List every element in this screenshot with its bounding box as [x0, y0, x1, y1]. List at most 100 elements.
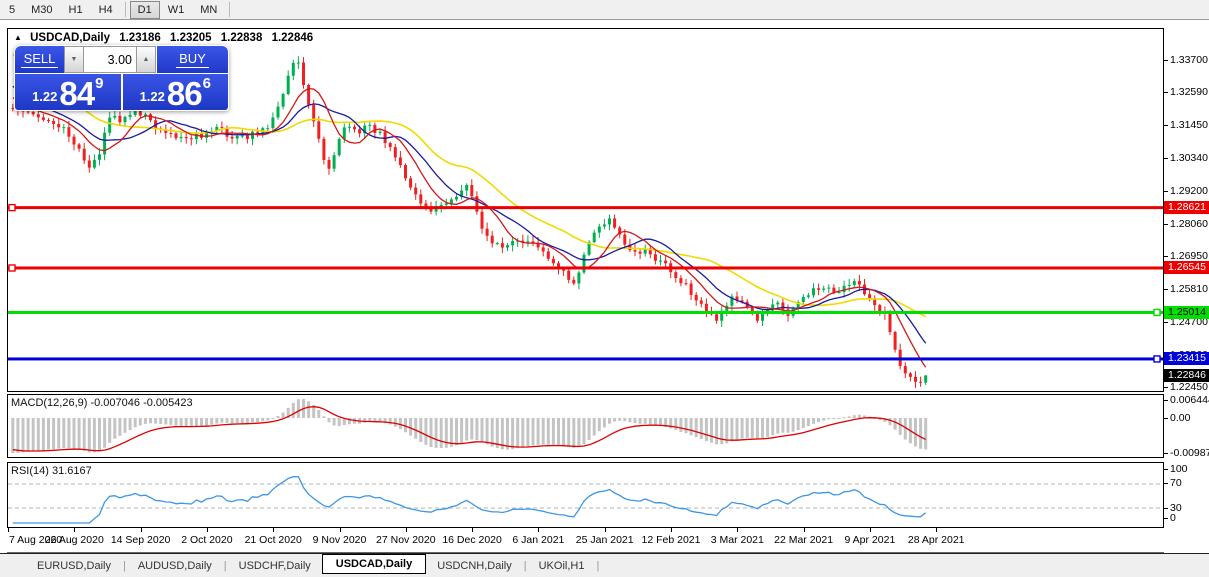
chart-tab-usdcnh-daily[interactable]: USDCNH,Daily: [437, 559, 512, 572]
rsi-axis-label: 30: [1170, 502, 1182, 514]
bar-low-value: 1.22838: [220, 32, 263, 44]
price-axis-tick: [1164, 157, 1168, 159]
date-axis-label: 27 Nov 2020: [376, 534, 436, 546]
date-axis-tick: [74, 528, 76, 532]
toolbar-separator: [124, 2, 126, 17]
sell-price-prefix: 1.22: [32, 89, 58, 104]
price-level-badge: 1.23415: [1164, 352, 1209, 366]
price-axis-label: 1.26950: [1170, 250, 1208, 263]
date-axis-label: 25 Jan 2021: [575, 534, 634, 546]
date-axis-tick: [737, 528, 739, 532]
volume-increase-button[interactable]: ▲: [136, 46, 156, 73]
price-axis-label: 1.32590: [1170, 86, 1208, 99]
price-chart-panel: ▲ USDCAD,Daily 1.23186 1.23205 1.22838 1…: [7, 28, 1164, 392]
date-axis-label: 16 Dec 2020: [442, 534, 502, 546]
macd-indicator-panel: MACD(12,26,9) -0.007046 -0.005423: [7, 394, 1164, 458]
date-axis-label: 14 Sep 2020: [110, 534, 171, 546]
chart-tab-ukoil-h1[interactable]: UKOil,H1: [538, 559, 585, 572]
price-axis[interactable]: 1.33700 1.32590 1.31450 1.30340 1.29200 1.280…: [1164, 28, 1209, 528]
date-axis-tick: [273, 528, 275, 532]
ma-fast-red: [12, 87, 927, 368]
buy-price-pipette: 6: [202, 75, 211, 92]
chart-tab-usdchf-daily[interactable]: USDCHF,Daily: [238, 559, 311, 572]
timeframe-button-h1[interactable]: H1: [68, 3, 83, 16]
timeframe-button-5[interactable]: 5: [9, 3, 16, 16]
horizontal-level-line[interactable]: [8, 206, 1163, 210]
date-axis-tick: [538, 528, 540, 532]
sell-price-big: 84: [59, 75, 95, 112]
bar-close-value: 1.22846: [271, 32, 314, 44]
date-axis-tick: [671, 528, 672, 532]
price-axis-tick: [1164, 92, 1168, 94]
macd-indicator-canvas[interactable]: [8, 395, 1163, 457]
buy-price-big: 86: [166, 75, 203, 112]
sell-price-display[interactable]: 1.22 84 9: [15, 74, 121, 110]
timeframe-button-h4[interactable]: H4: [98, 3, 113, 16]
date-axis-label: 6 Jan 2021: [512, 534, 565, 546]
timeframe-button-mn[interactable]: MN: [200, 3, 218, 16]
candlestick-chart-canvas[interactable]: [8, 29, 1163, 391]
date-axis-label: 9 Apr 2021: [844, 534, 896, 546]
chart-tab-usdcad-daily[interactable]: USDCAD,Daily: [321, 554, 427, 574]
date-axis-tick: [869, 528, 871, 532]
sell-button[interactable]: SELL: [15, 46, 64, 73]
horizontal-level-line[interactable]: [8, 310, 1163, 314]
date-axis[interactable]: 7 Aug 2020 26 Aug 2020 14 Sep 2020 2 Oct 20…: [7, 528, 1164, 553]
date-axis-tick: [803, 528, 805, 532]
rsi-axis-label: 0: [1170, 512, 1176, 524]
rsi-axis-tick: [1164, 518, 1168, 519]
tab-separator: |: [122, 559, 126, 572]
rsi-indicator-canvas[interactable]: [8, 463, 1163, 527]
timeframe-button-d1[interactable]: D1: [129, 0, 160, 19]
ma-medium-blue: [12, 85, 927, 344]
price-axis-label: 1.25810: [1170, 283, 1208, 296]
price-axis-tick: [1164, 289, 1168, 291]
date-axis-tick: [472, 528, 474, 532]
rsi-label: RSI(14) 31.6167: [11, 465, 92, 477]
date-axis-label: 12 Feb 2021: [641, 534, 701, 546]
price-axis-tick: [1164, 321, 1168, 323]
date-axis-label: 2 Oct 2020: [181, 534, 233, 546]
timeframe-button-w1[interactable]: W1: [167, 3, 185, 16]
rsi-indicator-panel: RSI(14) 31.6167: [7, 462, 1164, 528]
buy-price-display[interactable]: 1.22 86 6: [122, 74, 228, 112]
chart-tab-eurusd-daily[interactable]: EURUSD,Daily: [37, 559, 111, 572]
volume-decrease-button[interactable]: ▼: [64, 46, 84, 73]
macd-axis-tick: [1164, 400, 1168, 401]
macd-signal-line: [12, 406, 926, 452]
macd-axis-tick: [1164, 418, 1168, 419]
rsi-axis-label: 100: [1170, 463, 1188, 475]
price-axis-tick: [1164, 60, 1168, 61]
bar-high-value: 1.23205: [170, 32, 212, 44]
collapse-chart-icon[interactable]: ▲: [14, 33, 22, 42]
date-axis-label: 21 Oct 2020: [244, 534, 302, 546]
triangle-down-icon: ▼: [70, 56, 78, 63]
price-axis-label: 1.30340: [1170, 151, 1208, 164]
date-axis-tick: [405, 528, 407, 532]
horizontal-level-line[interactable]: [8, 266, 1163, 270]
price-axis-label: 1.31450: [1170, 119, 1208, 132]
date-axis-tick: [339, 528, 341, 532]
price-axis-label: 1.29200: [1170, 184, 1208, 197]
buy-button[interactable]: BUY: [157, 46, 228, 73]
date-axis-label: 28 Apr 2021: [907, 534, 965, 546]
date-axis-label: 3 Mar 2021: [710, 534, 764, 546]
timeframe-button-m30[interactable]: M30: [31, 3, 53, 16]
chart-tab-audusd-daily[interactable]: AUDUSD,Daily: [137, 559, 212, 572]
horizontal-level-line[interactable]: [8, 357, 1163, 361]
volume-input[interactable]: [84, 46, 136, 73]
price-axis-tick: [1164, 190, 1168, 192]
date-axis-tick: [8, 528, 9, 532]
date-axis-label: 26 Aug 2020: [44, 534, 104, 546]
chart-symbol-label: USDCAD,Daily: [30, 32, 111, 44]
macd-axis-label: 0.006444: [1170, 394, 1209, 406]
triangle-up-icon: ▲: [142, 56, 150, 63]
date-axis-label: 7 Aug 2020: [9, 534, 63, 546]
macd-label: MACD(12,26,9) -0.007046 -0.005423: [11, 397, 193, 409]
price-level-badge: 1.22846: [1164, 368, 1209, 382]
buy-price-prefix: 1.22: [139, 89, 165, 104]
bar-open-value: 1.23186: [119, 32, 161, 44]
sell-price-pipette: 9: [95, 75, 104, 92]
ma-slow-yellow: [12, 53, 927, 318]
date-axis-tick: [206, 528, 208, 532]
